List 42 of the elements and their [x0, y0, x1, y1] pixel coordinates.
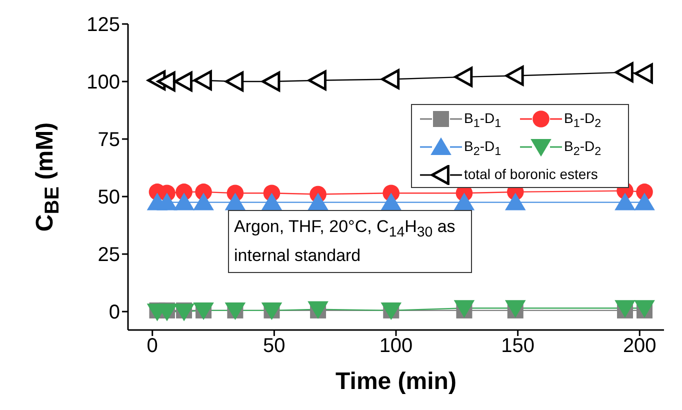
legend-label: B$_{1}$-D$_{2}$: [564, 110, 602, 130]
point: [156, 192, 178, 210]
x-tick-label: 200: [622, 335, 656, 358]
point: [261, 192, 282, 210]
point: [454, 66, 473, 87]
y-tick-label: 0: [108, 302, 120, 324]
point: [174, 304, 194, 322]
point: [225, 71, 244, 92]
point: [381, 69, 400, 90]
x-tick-label: 150: [501, 335, 535, 358]
legend-label: total of boronic esters: [464, 166, 598, 182]
point: [156, 304, 178, 322]
point: [504, 192, 526, 210]
x-tick-label: 50: [263, 335, 286, 358]
point: [614, 62, 634, 82]
point: [308, 70, 326, 90]
point: [193, 70, 212, 90]
point: [505, 66, 524, 86]
x-axis-title: Time (min): [334, 368, 458, 396]
x-tick-label: 0: [146, 335, 158, 358]
y-tick-label: 100: [86, 72, 120, 94]
point: [193, 192, 214, 210]
text: Argon, THF, 20°C, C$_{14}$H$_{30}$ as internal standard: [234, 217, 456, 266]
point: [308, 192, 328, 210]
point: [174, 192, 194, 210]
point: [454, 192, 475, 210]
y-tick-label: 50: [98, 186, 120, 209]
x-tick-label: 100: [379, 335, 413, 358]
point: [156, 71, 176, 92]
point: [380, 192, 402, 210]
y-tick-label: 25: [98, 244, 120, 266]
point: [224, 192, 246, 210]
legend-label: B$_{1}$-D$_{1}$: [464, 110, 502, 130]
point: [634, 192, 655, 210]
legend-label: B$_{2}$-D$_{1}$: [464, 138, 502, 158]
point: [262, 71, 280, 92]
point: [634, 63, 653, 84]
legend-label: B$_{2}$-D$_{2}$: [564, 138, 602, 158]
point: [174, 71, 192, 92]
point: [614, 192, 636, 210]
y-tick-label: 75: [98, 129, 120, 152]
y-tick-label: 125: [86, 14, 120, 36]
